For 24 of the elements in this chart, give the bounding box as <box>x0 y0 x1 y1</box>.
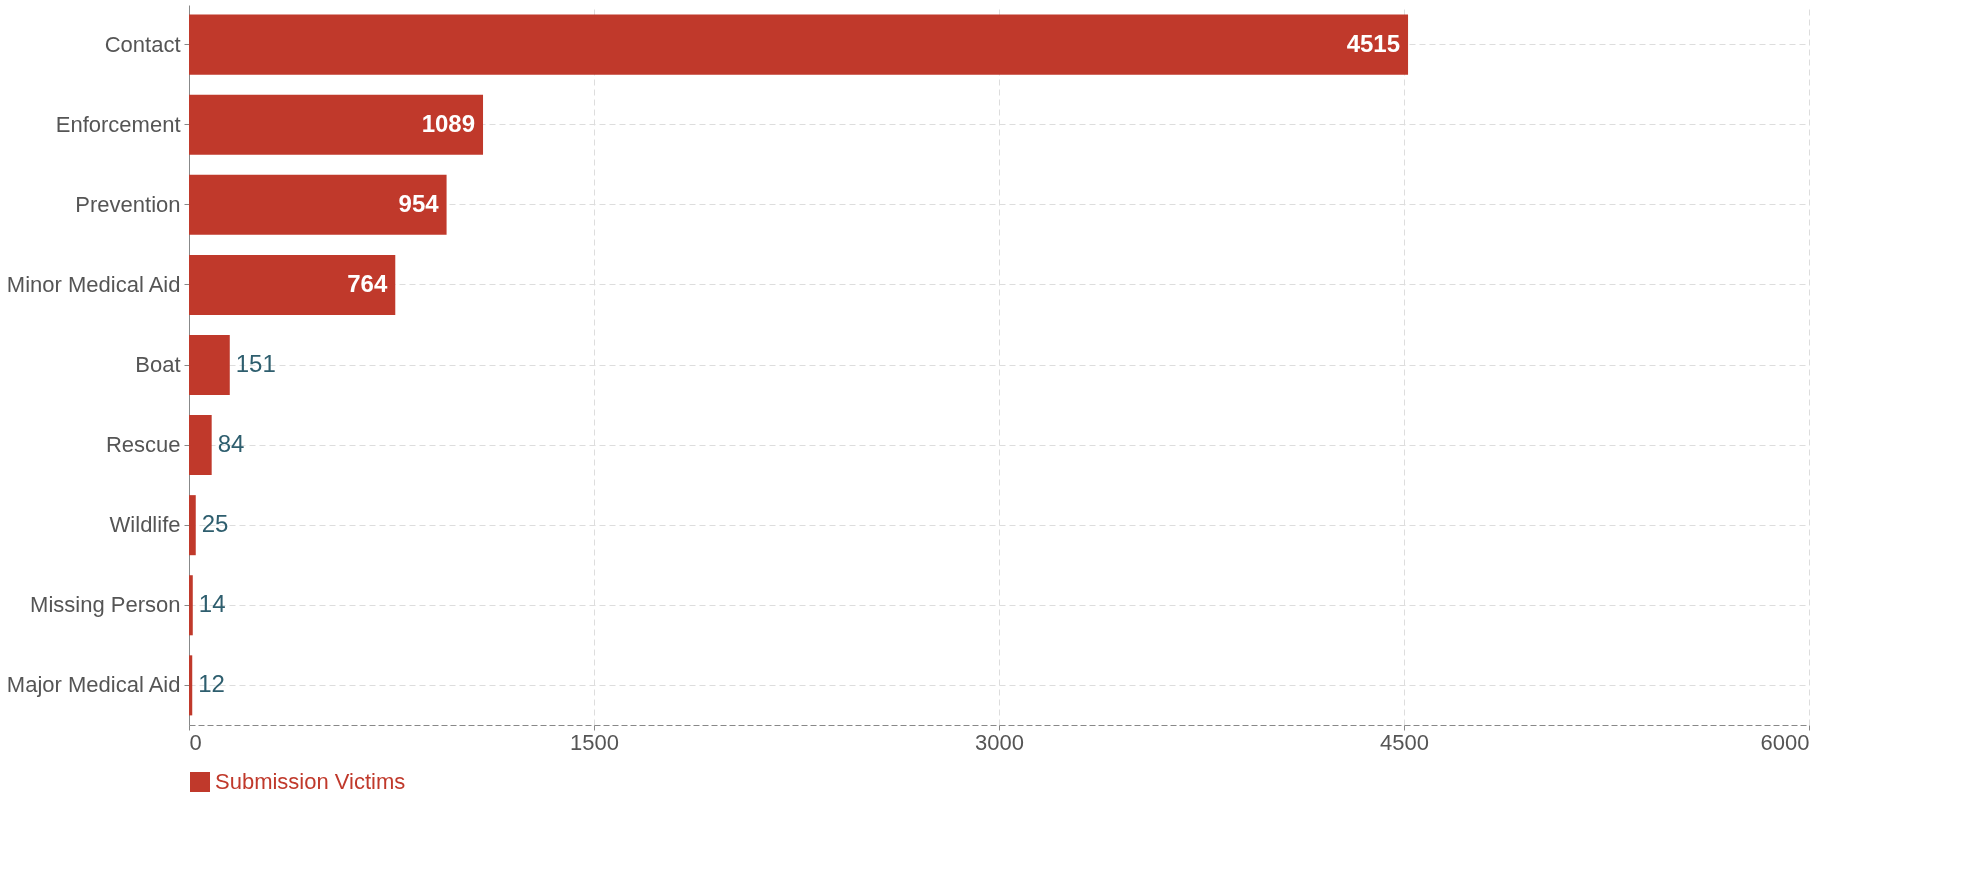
y-tick-label: Prevention <box>75 191 181 217</box>
data-label: 84 <box>217 430 245 458</box>
data-label: 25 <box>201 510 229 538</box>
data-label: 1089 <box>421 109 476 137</box>
data-label: 764 <box>347 269 388 297</box>
x-tick-label: 6000 <box>1760 729 1810 755</box>
x-tick-label: 0 <box>189 729 202 755</box>
legend-label: Submission Victims <box>215 769 406 794</box>
x-tick-label: 1500 <box>570 729 619 755</box>
y-tick-label: Boat <box>135 352 181 377</box>
y-tick-label: Enforcement <box>55 111 181 137</box>
x-tick-label: 4500 <box>1380 729 1429 755</box>
data-label: 4515 <box>1346 29 1401 57</box>
x-tick-label: 3000 <box>975 729 1024 755</box>
data-label: 14 <box>198 590 226 618</box>
data-label: 151 <box>235 350 276 377</box>
y-tick-label: Rescue <box>105 432 181 458</box>
data-label: 954 <box>398 189 440 217</box>
y-tick-label: Missing Person <box>30 592 181 618</box>
y-tick-label: Minor Medical Aid <box>6 271 181 297</box>
y-tick-label: Wildlife <box>109 512 181 538</box>
data-label: 12 <box>198 670 225 698</box>
y-tick-label: Major Medical Aid <box>6 672 181 698</box>
y-tick-label: Contact <box>104 31 181 57</box>
